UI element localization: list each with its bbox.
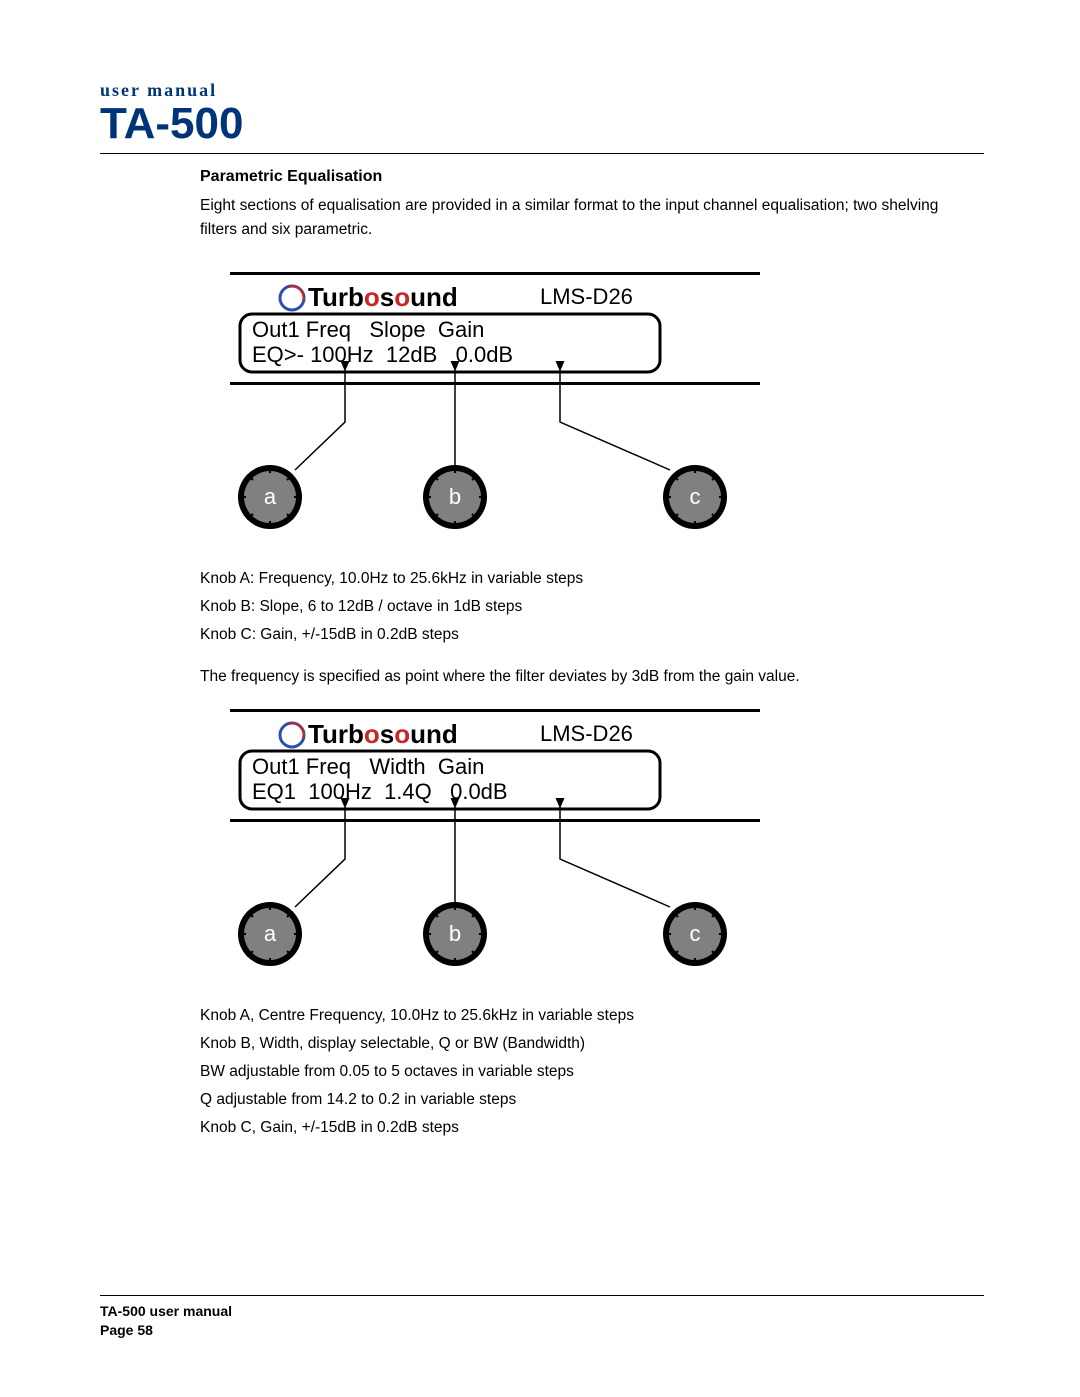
turbosound-logo-icon (280, 286, 304, 310)
knob-c-label: c (690, 484, 701, 509)
content-area: Parametric Equalisation Eight sections o… (200, 168, 974, 1140)
lcd2-line2: EQ1 100Hz 1.4Q 0.0dB (252, 779, 508, 804)
d2-desc4: Q adjustable from 14.2 to 0.2 in variabl… (200, 1088, 974, 1112)
knob-a2-label: a (264, 921, 277, 946)
lcd-knob-diagram-1: Turbosound LMS-D26 Out1 Freq Slope Gain … (200, 272, 760, 552)
header-small-label: user manual (100, 80, 984, 101)
knob-c: c (663, 465, 727, 529)
footer-rule (100, 1295, 984, 1296)
knob-b-label: b (449, 484, 461, 509)
diagram-2: Turbosound LMS-D26 Out1 Freq Width Gain … (200, 709, 974, 994)
brand-text: Turbosound (308, 282, 458, 312)
d1-desc2: Knob B: Slope, 6 to 12dB / octave in 1dB… (200, 595, 974, 619)
lcd-knob-diagram-2: Turbosound LMS-D26 Out1 Freq Width Gain … (200, 709, 760, 989)
header-model-label: TA-500 (100, 99, 984, 149)
brand-text-2: Turbosound (308, 719, 458, 749)
knob-c-2: c (663, 902, 727, 966)
model-label: LMS-D26 (540, 284, 633, 309)
lcd-line2: EQ>- 100Hz 12dB 0.0dB (252, 342, 513, 367)
knob-b: b (423, 465, 487, 529)
footer-line1: TA-500 user manual (100, 1302, 984, 1322)
manual-page: user manual TA-500 Parametric Equalisati… (0, 0, 1080, 1397)
d1-desc3: Knob C: Gain, +/-15dB in 0.2dB steps (200, 623, 974, 647)
model-label-2: LMS-D26 (540, 721, 633, 746)
d2-desc5: Knob C, Gain, +/-15dB in 0.2dB steps (200, 1116, 974, 1140)
lcd-line1: Out1 Freq Slope Gain (252, 317, 484, 342)
knob-a-2: a (238, 902, 302, 966)
knob-a: a (238, 465, 302, 529)
d1-desc1: Knob A: Frequency, 10.0Hz to 25.6kHz in … (200, 567, 974, 591)
d2-desc1: Knob A, Centre Frequency, 10.0Hz to 25.6… (200, 1004, 974, 1028)
knob-b-2: b (423, 902, 487, 966)
intro-paragraph: Eight sections of equalisation are provi… (200, 194, 974, 242)
diagram-1: Turbosound LMS-D26 Out1 Freq Slope Gain … (200, 272, 974, 557)
page-footer: TA-500 user manual Page 58 (100, 1287, 984, 1341)
header-rule (100, 153, 984, 154)
d2-desc2: Knob B, Width, display selectable, Q or … (200, 1032, 974, 1056)
lcd2-line1: Out1 Freq Width Gain (252, 754, 484, 779)
d1-note: The frequency is specified as point wher… (200, 665, 974, 689)
knob-b2-label: b (449, 921, 461, 946)
page-header: user manual TA-500 (100, 80, 984, 154)
d2-desc3: BW adjustable from 0.05 to 5 octaves in … (200, 1060, 974, 1084)
section-title: Parametric Equalisation (200, 168, 974, 186)
knob-c2-label: c (690, 921, 701, 946)
footer-line2: Page 58 (100, 1321, 984, 1341)
knob-a-label: a (264, 484, 277, 509)
turbosound-logo-icon (280, 723, 304, 747)
